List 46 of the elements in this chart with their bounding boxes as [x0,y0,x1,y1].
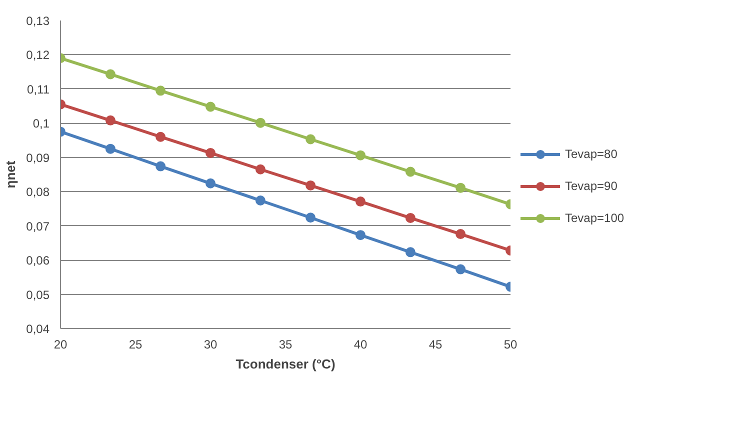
x-tick-label: 20 [54,338,68,352]
point [156,161,166,172]
point [156,86,166,96]
x-tick-label: 30 [204,338,218,352]
legend-label: Tevap=80 [565,147,618,161]
point [356,196,366,207]
y-tick-label: 0,07 [26,219,50,234]
y-tick-label: 0,05 [26,288,50,302]
legend-label: Tevap=100 [565,211,624,225]
point [156,132,166,142]
y-tick-label: 0,1 [32,116,50,131]
point [105,115,116,126]
y-tick-label: 0,09 [26,150,50,165]
point [206,148,216,158]
y-tick-label: 0,13 [26,14,50,28]
y-tick-label: 0,04 [26,322,50,336]
point [456,264,466,274]
point [206,102,216,112]
y-axis-title: ηnet [3,160,18,188]
point [306,134,316,144]
y-tick-label: 0,11 [27,82,50,96]
point [105,69,116,80]
point [255,196,266,206]
point [356,150,366,160]
point [456,182,466,193]
point [356,230,366,240]
point [405,212,416,223]
point [456,229,466,240]
x-tick-label: 35 [278,338,292,352]
x-tick-label: 40 [354,338,368,352]
y-tick-label: 0,06 [26,254,50,268]
x-tick-label: 25 [128,338,142,352]
point [306,180,316,190]
point [306,212,316,223]
point [405,247,416,258]
x-tick-label: 50 [504,338,518,352]
y-tick-label: 0,12 [26,48,50,62]
point [255,118,266,128]
point [255,164,266,174]
legend-label: Tevap=90 [565,179,618,193]
point [206,178,216,188]
point [105,144,116,154]
point [405,166,416,177]
x-axis-title: Tcondenser (°C) [236,356,336,372]
x-tick-label: 45 [428,338,442,352]
y-tick-label: 0,08 [26,185,50,200]
